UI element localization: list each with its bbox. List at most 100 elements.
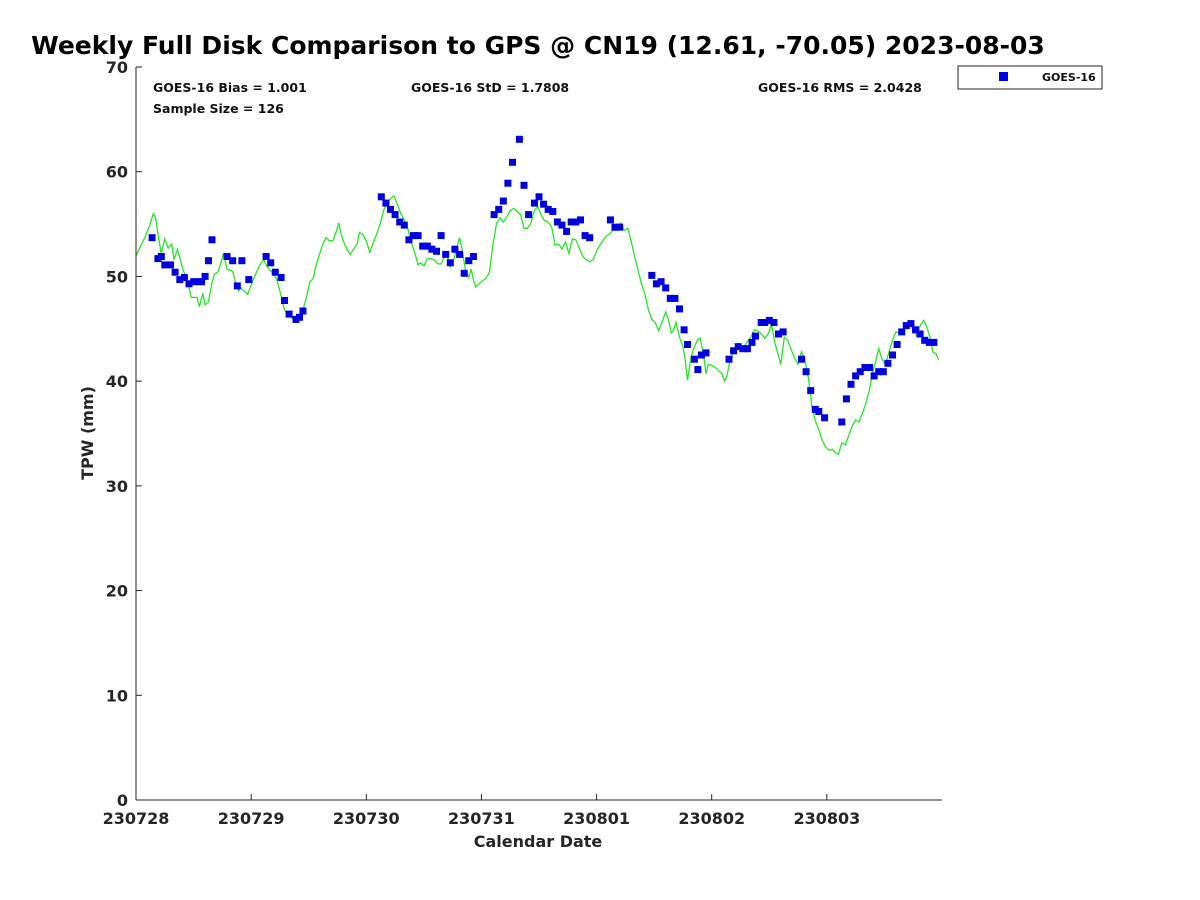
goes16-point (866, 364, 873, 371)
goes16-point (898, 328, 906, 336)
y-tick-label: 50 (106, 267, 128, 286)
goes16-point (916, 330, 924, 338)
goes16-point (201, 272, 209, 280)
goes16-point (807, 387, 815, 395)
goes16-point (680, 326, 688, 334)
goes16-point (611, 223, 619, 231)
goes16-point (549, 208, 557, 215)
goes16-point (469, 253, 477, 260)
goes16-point (285, 310, 293, 318)
goes16-point (893, 341, 901, 348)
goes16-point (205, 257, 212, 265)
goes16-point (281, 297, 288, 304)
goes16-point (779, 328, 787, 336)
goes16-point (382, 199, 390, 207)
gps-tpw-line (135, 194, 940, 456)
y-tick-label: 40 (106, 372, 128, 391)
goes16-point (690, 355, 698, 363)
goes16-point (535, 193, 543, 201)
goes16-point (176, 276, 184, 284)
goes16-point (734, 343, 742, 351)
y-axis-label: TPW (mm) (78, 386, 97, 480)
goes16-point (802, 368, 810, 376)
goes16-point (267, 259, 275, 267)
y-tick-label: 0 (117, 791, 128, 810)
goes16-point (798, 355, 805, 363)
goes16-point (544, 205, 552, 213)
legend-entry: GOES-16 (1042, 71, 1096, 84)
goes16-point (495, 205, 503, 213)
goes16-point (180, 274, 188, 281)
goes16-point (540, 200, 548, 208)
goes16-point (148, 234, 156, 242)
goes16-point (563, 227, 571, 235)
goes16-point (567, 218, 575, 226)
goes16-point (198, 278, 206, 286)
goes16-point (238, 257, 246, 265)
y-tick-label: 30 (106, 477, 128, 496)
goes16-point (277, 274, 285, 281)
goes16-point (520, 181, 528, 189)
x-tick-label: 230730 (333, 809, 400, 828)
goes16-point (525, 211, 533, 219)
goes16-point (419, 242, 427, 250)
goes16-point (884, 359, 892, 367)
std-stat: GOES-16 StD = 1.7808 (411, 80, 569, 95)
goes16-point (815, 408, 823, 415)
goes16-point (391, 211, 399, 219)
goes16-point (838, 418, 846, 426)
goes16-point (879, 368, 887, 376)
goes16-point (223, 253, 231, 260)
goes16-point (451, 245, 459, 253)
goes16-point (652, 280, 660, 288)
goes16-point (428, 245, 436, 253)
goes16-point (377, 193, 385, 201)
goes16-point (171, 268, 179, 276)
goes16-point (465, 257, 473, 265)
goes16-point (606, 216, 614, 224)
goes16-point (676, 305, 683, 313)
goes16-point (847, 380, 855, 388)
goes16-point (657, 278, 665, 286)
goes16-point (509, 158, 516, 166)
goes16-point (684, 341, 691, 348)
goes16-point (387, 205, 394, 213)
x-tick-label: 230802 (678, 809, 745, 828)
goes16-point (296, 313, 303, 321)
goes16-point (581, 232, 589, 240)
chart-title: Weekly Full Disk Comparison to GPS @ CN1… (31, 31, 1045, 60)
goes16-point (185, 280, 193, 288)
goes16-point (770, 319, 778, 326)
goes16-point (694, 366, 702, 374)
goes16-point (229, 257, 237, 265)
goes16-point (167, 261, 174, 269)
goes16-point (572, 218, 580, 226)
goes16-point (437, 232, 445, 240)
goes16-point (157, 253, 165, 260)
goes16-point (861, 364, 869, 371)
y-tick-label: 10 (106, 686, 128, 705)
goes16-point (504, 179, 512, 187)
goes16-point (530, 199, 538, 207)
x-tick-label: 230803 (793, 809, 860, 828)
legend-marker (999, 72, 1008, 81)
goes16-point (460, 269, 468, 277)
goes16-point (889, 351, 896, 359)
goes16-point (842, 395, 850, 403)
x-axis-label: Calendar Date (474, 832, 603, 851)
goes16-point (490, 211, 498, 219)
goes16-point (208, 236, 216, 244)
goes16-point (410, 232, 417, 240)
goes16-point (870, 372, 878, 380)
goes16-point (666, 294, 674, 302)
x-tick-label: 230728 (103, 809, 170, 828)
sample-size-stat: Sample Size = 126 (153, 101, 284, 116)
goes16-point (161, 261, 169, 269)
goes16-point (697, 351, 705, 359)
goes16-point (190, 278, 198, 286)
goes16-point (752, 332, 759, 340)
goes16-point (414, 232, 422, 240)
goes16-point (456, 250, 464, 258)
goes16-point (725, 355, 733, 363)
